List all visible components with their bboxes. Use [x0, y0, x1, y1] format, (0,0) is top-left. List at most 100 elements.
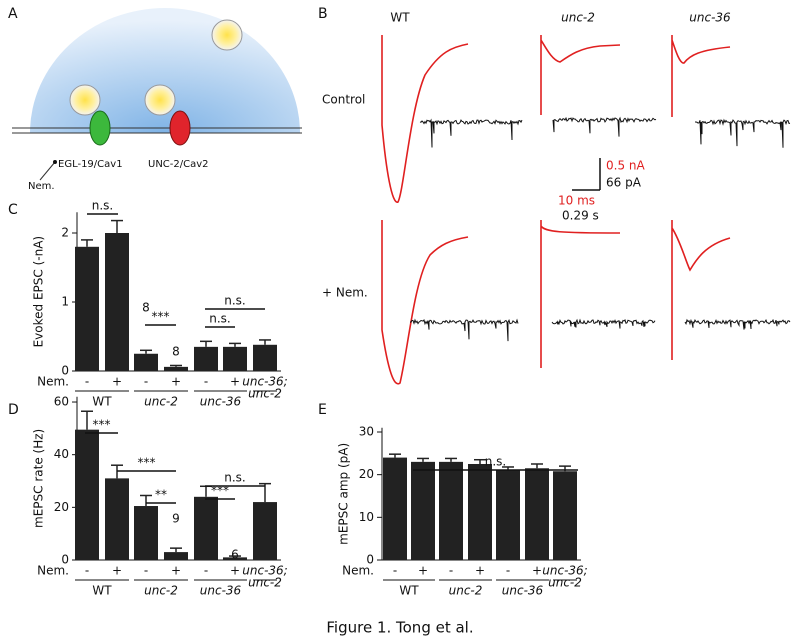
mepsc-traces	[409, 116, 791, 342]
epsc-traces	[381, 35, 731, 385]
y-tick-label: 10	[359, 510, 374, 524]
trace	[409, 318, 519, 342]
row-label: + Nem.	[322, 286, 368, 300]
y-tick-label: 20	[54, 500, 69, 514]
y-tick-label: 0	[61, 364, 69, 378]
column-label: unc-36	[689, 11, 731, 25]
trace	[552, 116, 657, 137]
group-label: WT	[399, 584, 419, 598]
trace	[684, 318, 791, 330]
x-tick-label: -	[85, 375, 89, 389]
bar	[194, 496, 218, 560]
bar	[223, 346, 247, 371]
trace	[540, 35, 621, 115]
x-tick-label: -	[393, 564, 397, 578]
bar	[253, 344, 277, 371]
significance-label: n.s.	[485, 455, 507, 469]
trace	[695, 118, 791, 148]
significance-label: n.s.	[224, 471, 246, 485]
x-tick-label: -	[204, 564, 208, 578]
bar	[525, 468, 549, 560]
significance-label: n.s.	[209, 312, 231, 326]
significance-label: ***	[138, 456, 156, 470]
group-label: unc-2	[449, 584, 483, 598]
y-tick-label: 60	[54, 395, 69, 409]
group-label: unc-2	[144, 584, 178, 598]
x-tick-label: -	[449, 564, 453, 578]
scale-label: 0.5 nA	[606, 159, 646, 173]
y-tick-label: 20	[359, 467, 374, 481]
bar	[383, 457, 407, 560]
row-label: Control	[322, 93, 365, 107]
bar	[105, 233, 129, 371]
trace	[540, 220, 621, 368]
channel-label: EGL-19/Cav1	[58, 159, 123, 170]
x-tick-label: +	[171, 564, 181, 578]
bar	[468, 463, 492, 560]
n-label: 6	[231, 548, 239, 562]
channel	[169, 110, 191, 146]
bar	[439, 461, 463, 560]
significance-label: n.s.	[92, 199, 114, 213]
trace	[671, 35, 731, 117]
y-tick-label: 1	[61, 295, 69, 309]
scale-label: 66 pA	[606, 176, 642, 190]
panel-label: C	[8, 202, 18, 218]
group-label: unc-2	[144, 395, 178, 409]
group-label: WT	[92, 395, 112, 409]
bar	[553, 471, 577, 560]
group-label: unc-2	[248, 387, 282, 401]
column-label: WT	[390, 11, 410, 25]
n-label: 8	[142, 301, 150, 315]
bar	[194, 346, 218, 371]
bar	[411, 461, 435, 560]
row-label: Nem.	[342, 564, 374, 578]
x-tick-label: +	[230, 564, 240, 578]
significance-label: ***	[211, 484, 229, 498]
vesicle	[69, 84, 101, 116]
scale-label: 0.29 s	[562, 209, 599, 223]
vesicle	[211, 19, 243, 51]
group-label: WT	[92, 584, 112, 598]
x-tick-label: -	[144, 564, 148, 578]
pointer-dot	[53, 160, 57, 164]
n-label: 8	[172, 345, 180, 359]
bar	[75, 429, 99, 560]
panel-label: B	[318, 6, 328, 22]
x-tick-label: +	[230, 375, 240, 389]
caption: Figure 1. Tong et al.	[326, 619, 473, 637]
y-tick-label: 30	[359, 424, 374, 438]
bar	[496, 470, 520, 560]
panel-label: E	[318, 402, 327, 418]
pointer	[39, 161, 56, 181]
bar	[223, 557, 247, 560]
group-label: unc-36;	[242, 375, 287, 389]
x-tick-label: -	[204, 375, 208, 389]
group-label: unc-36	[200, 395, 242, 409]
x-tick-label: +	[112, 375, 122, 389]
trace	[381, 35, 469, 203]
bar	[134, 506, 158, 560]
x-tick-label: -	[85, 564, 89, 578]
group-label: unc-36	[502, 584, 544, 598]
significance-label: ***	[152, 310, 170, 324]
scale-label: 10 ms	[558, 194, 595, 208]
channel-label: UNC-2/Cav2	[148, 159, 209, 170]
row-label: Nem.	[37, 375, 69, 389]
n-label: 9	[172, 512, 180, 526]
panel-label: D	[8, 402, 19, 418]
row-label: Nem.	[37, 564, 69, 578]
group-label: unc-36;	[242, 564, 287, 578]
bar	[134, 353, 158, 371]
x-tick-label: -	[506, 564, 510, 578]
significance-label: ***	[93, 418, 111, 432]
y-tick-label: 40	[54, 447, 69, 461]
bar	[164, 552, 188, 560]
drug-label: Nem.	[28, 181, 55, 192]
x-tick-label: +	[475, 564, 485, 578]
significance-label: n.s.	[224, 294, 246, 308]
y-axis-label: Evoked EPSC (-nA)	[32, 236, 46, 348]
bar	[75, 246, 99, 371]
